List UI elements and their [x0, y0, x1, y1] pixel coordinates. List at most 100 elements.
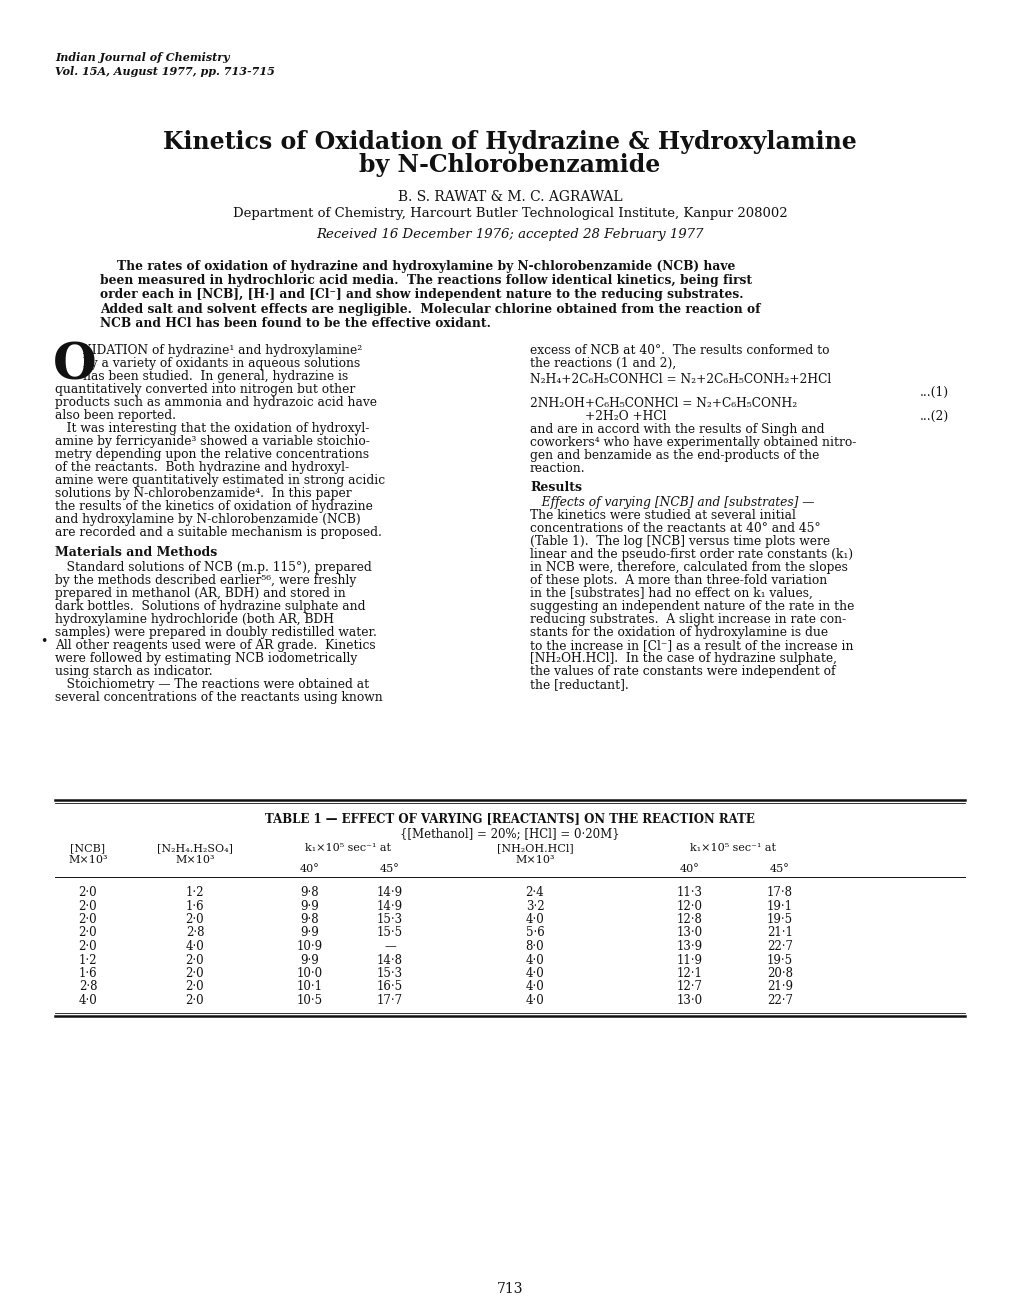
- Text: 2·0: 2·0: [185, 994, 204, 1007]
- Text: 2·0: 2·0: [78, 941, 97, 952]
- Text: in the [substrates] had no effect on k₁ values,: in the [substrates] had no effect on k₁ …: [530, 587, 812, 600]
- Text: 16·5: 16·5: [377, 980, 403, 993]
- Text: 15·3: 15·3: [377, 913, 403, 926]
- Text: •: •: [40, 635, 47, 648]
- Text: 11·9: 11·9: [677, 954, 702, 967]
- Text: linear and the pseudo-first order rate constants (k₁): linear and the pseudo-first order rate c…: [530, 548, 852, 561]
- Text: O: O: [53, 342, 97, 390]
- Text: B. S. RAWAT & M. C. AGRAWAL: B. S. RAWAT & M. C. AGRAWAL: [397, 190, 622, 204]
- Text: 17·8: 17·8: [766, 886, 792, 899]
- Text: 2·0: 2·0: [78, 900, 97, 913]
- Text: 9·8: 9·8: [301, 913, 319, 926]
- Text: 1·6: 1·6: [185, 900, 204, 913]
- Text: k₁×10⁵ sec⁻¹ at: k₁×10⁵ sec⁻¹ at: [689, 844, 775, 853]
- Text: 4·0: 4·0: [525, 967, 544, 980]
- Text: 2NH₂OH+C₆H₅CONHCl = N₂+C₆H₅CONH₂: 2NH₂OH+C₆H₅CONHCl = N₂+C₆H₅CONH₂: [530, 397, 797, 410]
- Text: 5·6: 5·6: [525, 926, 544, 939]
- Text: metry depending upon the relative concentrations: metry depending upon the relative concen…: [55, 448, 369, 461]
- Text: 15·3: 15·3: [377, 967, 403, 980]
- Text: 13·9: 13·9: [677, 941, 702, 952]
- Text: 10·5: 10·5: [297, 994, 323, 1007]
- Text: [NH₂OH.HCl]
M×10³: [NH₂OH.HCl] M×10³: [496, 844, 573, 865]
- Text: Department of Chemistry, Harcourt Butler Technological Institute, Kanpur 208002: Department of Chemistry, Harcourt Butler…: [232, 207, 787, 220]
- Text: 1·6: 1·6: [78, 967, 97, 980]
- Text: 19·5: 19·5: [766, 954, 793, 967]
- Text: to the increase in [Cl⁻] as a result of the increase in: to the increase in [Cl⁻] as a result of …: [530, 639, 853, 652]
- Text: Added salt and solvent effects are negligible.  Molecular chlorine obtained from: Added salt and solvent effects are negli…: [100, 303, 760, 316]
- Text: —: —: [384, 941, 395, 952]
- Text: Results: Results: [530, 481, 582, 494]
- Text: 12·8: 12·8: [677, 913, 702, 926]
- Text: 9·9: 9·9: [301, 926, 319, 939]
- Text: ...(1): ...(1): [919, 386, 949, 400]
- Text: coworkers⁴ who have experimentally obtained nitro-: coworkers⁴ who have experimentally obtai…: [530, 436, 856, 449]
- Text: [NCB]
M×10³: [NCB] M×10³: [68, 844, 108, 865]
- Text: Stoichiometry — The reactions were obtained at: Stoichiometry — The reactions were obtai…: [55, 679, 369, 690]
- Text: 22·7: 22·7: [766, 941, 792, 952]
- Text: 13·0: 13·0: [677, 926, 702, 939]
- Text: 9·9: 9·9: [301, 900, 319, 913]
- Text: 4·0: 4·0: [525, 994, 544, 1007]
- Text: 4·0: 4·0: [185, 941, 204, 952]
- Text: 2·0: 2·0: [185, 913, 204, 926]
- Text: 713: 713: [496, 1282, 523, 1296]
- Text: 11·3: 11·3: [677, 886, 702, 899]
- Text: NCB and HCl has been found to be the effective oxidant.: NCB and HCl has been found to be the eff…: [100, 317, 490, 330]
- Text: 13·0: 13·0: [677, 994, 702, 1007]
- Text: amine were quantitatively estimated in strong acidic: amine were quantitatively estimated in s…: [55, 474, 385, 487]
- Text: prepared in methanol (AR, BDH) and stored in: prepared in methanol (AR, BDH) and store…: [55, 587, 345, 600]
- Text: It was interesting that the oxidation of hydroxyl-: It was interesting that the oxidation of…: [55, 422, 369, 435]
- Text: concentrations of the reactants at 40° and 45°: concentrations of the reactants at 40° a…: [530, 521, 820, 534]
- Text: 4·0: 4·0: [525, 954, 544, 967]
- Text: 12·1: 12·1: [677, 967, 702, 980]
- Text: of these plots.  A more than three-fold variation: of these plots. A more than three-fold v…: [530, 574, 826, 587]
- Text: 8·0: 8·0: [525, 941, 544, 952]
- Text: order each in [NCB], [H·] and [Cl⁻] and show independent nature to the reducing : order each in [NCB], [H·] and [Cl⁻] and …: [100, 288, 743, 301]
- Text: been measured in hydrochloric acid media.  The reactions follow identical kineti: been measured in hydrochloric acid media…: [100, 274, 751, 287]
- Text: Received 16 December 1976; accepted 28 February 1977: Received 16 December 1976; accepted 28 F…: [316, 228, 703, 241]
- Text: hydroxylamine hydrochloride (both AR, BDH: hydroxylamine hydrochloride (both AR, BD…: [55, 613, 333, 626]
- Text: Standard solutions of NCB (m.p. 115°), prepared: Standard solutions of NCB (m.p. 115°), p…: [55, 561, 371, 574]
- Text: 2·0: 2·0: [185, 954, 204, 967]
- Text: 1·2: 1·2: [185, 886, 204, 899]
- Text: k₁×10⁵ sec⁻¹ at: k₁×10⁵ sec⁻¹ at: [305, 844, 390, 853]
- Text: 14·9: 14·9: [377, 900, 403, 913]
- Text: 2·0: 2·0: [78, 913, 97, 926]
- Text: amine by ferricyanide³ showed a variable stoichio-: amine by ferricyanide³ showed a variable…: [55, 435, 370, 448]
- Text: The kinetics were studied at several initial: The kinetics were studied at several ini…: [530, 510, 795, 521]
- Text: 3·2: 3·2: [525, 900, 544, 913]
- Text: by a variety of oxidants in aqueous solutions: by a variety of oxidants in aqueous solu…: [83, 358, 360, 369]
- Text: using starch as indicator.: using starch as indicator.: [55, 665, 212, 679]
- Text: ...(2): ...(2): [919, 410, 949, 423]
- Text: 4·0: 4·0: [525, 913, 544, 926]
- Text: Vol. 15A, August 1977, pp. 713-715: Vol. 15A, August 1977, pp. 713-715: [55, 66, 274, 77]
- Text: 10·9: 10·9: [297, 941, 323, 952]
- Text: 2·4: 2·4: [525, 886, 544, 899]
- Text: and hydroxylamine by N-chlorobenzamide (NCB): and hydroxylamine by N-chlorobenzamide (…: [55, 514, 361, 527]
- Text: in NCB were, therefore, calculated from the slopes: in NCB were, therefore, calculated from …: [530, 561, 847, 574]
- Text: the results of the kinetics of oxidation of hydrazine: the results of the kinetics of oxidation…: [55, 500, 373, 514]
- Text: N₂H₄+2C₆H₅CONHCl = N₂+2C₆H₅CONH₂+2HCl: N₂H₄+2C₆H₅CONHCl = N₂+2C₆H₅CONH₂+2HCl: [530, 373, 830, 386]
- Text: The rates of oxidation of hydrazine and hydroxylamine by N-chlorobenzamide (NCB): The rates of oxidation of hydrazine and …: [100, 259, 735, 272]
- Text: quantitatively converted into nitrogen but other: quantitatively converted into nitrogen b…: [55, 383, 355, 396]
- Text: 9·8: 9·8: [301, 886, 319, 899]
- Text: [NH₂OH.HCl].  In the case of hydrazine sulphate,: [NH₂OH.HCl]. In the case of hydrazine su…: [530, 652, 837, 665]
- Text: 2·0: 2·0: [78, 926, 97, 939]
- Text: Indian Journal of Chemistry: Indian Journal of Chemistry: [55, 52, 229, 63]
- Text: Effects of varying [NCB] and [substrates] —: Effects of varying [NCB] and [substrates…: [530, 496, 814, 510]
- Text: by N-Chlorobenzamide: by N-Chlorobenzamide: [359, 153, 660, 177]
- Text: 40°: 40°: [300, 865, 320, 874]
- Text: 4·0: 4·0: [78, 994, 97, 1007]
- Text: 45°: 45°: [380, 865, 399, 874]
- Text: samples) were prepared in doubly redistilled water.: samples) were prepared in doubly redisti…: [55, 626, 376, 639]
- Text: 10·0: 10·0: [297, 967, 323, 980]
- Text: the [reductant].: the [reductant].: [530, 679, 628, 690]
- Text: All other reagents used were of AR grade.  Kinetics: All other reagents used were of AR grade…: [55, 639, 375, 652]
- Text: 45°: 45°: [769, 865, 789, 874]
- Text: 2·0: 2·0: [185, 967, 204, 980]
- Text: 17·7: 17·7: [377, 994, 403, 1007]
- Text: 2·8: 2·8: [78, 980, 97, 993]
- Text: suggesting an independent nature of the rate in the: suggesting an independent nature of the …: [530, 600, 854, 613]
- Text: 2·0: 2·0: [78, 886, 97, 899]
- Text: by the methods described earlier⁵⁶, were freshly: by the methods described earlier⁵⁶, were…: [55, 574, 356, 587]
